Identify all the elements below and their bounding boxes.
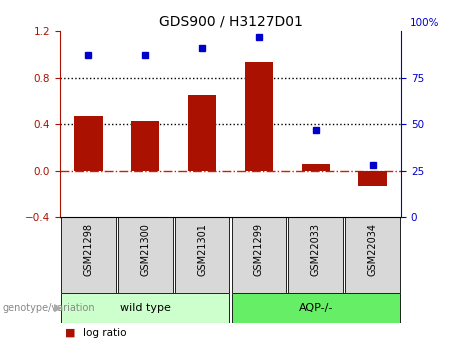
Text: genotype/variation: genotype/variation (2, 303, 95, 313)
Text: AQP-/-: AQP-/- (299, 303, 333, 313)
Text: wild type: wild type (120, 303, 171, 313)
Bar (231, 293, 400, 323)
Bar (131, 121, 160, 171)
Bar (61, 217, 116, 293)
Bar (345, 217, 400, 293)
Bar (358, 171, 387, 186)
Bar (74, 116, 102, 171)
Text: log ratio: log ratio (83, 328, 126, 338)
Text: ▶: ▶ (54, 303, 63, 313)
Bar (301, 164, 330, 171)
Text: GSM22033: GSM22033 (311, 224, 321, 276)
Title: GDS900 / H3127D01: GDS900 / H3127D01 (159, 14, 302, 29)
Bar (61, 293, 230, 323)
Text: GSM21298: GSM21298 (83, 224, 94, 276)
Text: GSM21300: GSM21300 (140, 224, 150, 276)
Bar (188, 95, 216, 171)
Text: 100%: 100% (409, 18, 439, 28)
Bar (118, 217, 172, 293)
Bar (231, 217, 286, 293)
Bar (175, 217, 230, 293)
Text: GSM21299: GSM21299 (254, 224, 264, 276)
Text: ■: ■ (65, 328, 75, 338)
Bar (245, 62, 273, 171)
Text: GSM22034: GSM22034 (367, 224, 378, 276)
Bar (289, 217, 343, 293)
Text: GSM21301: GSM21301 (197, 224, 207, 276)
